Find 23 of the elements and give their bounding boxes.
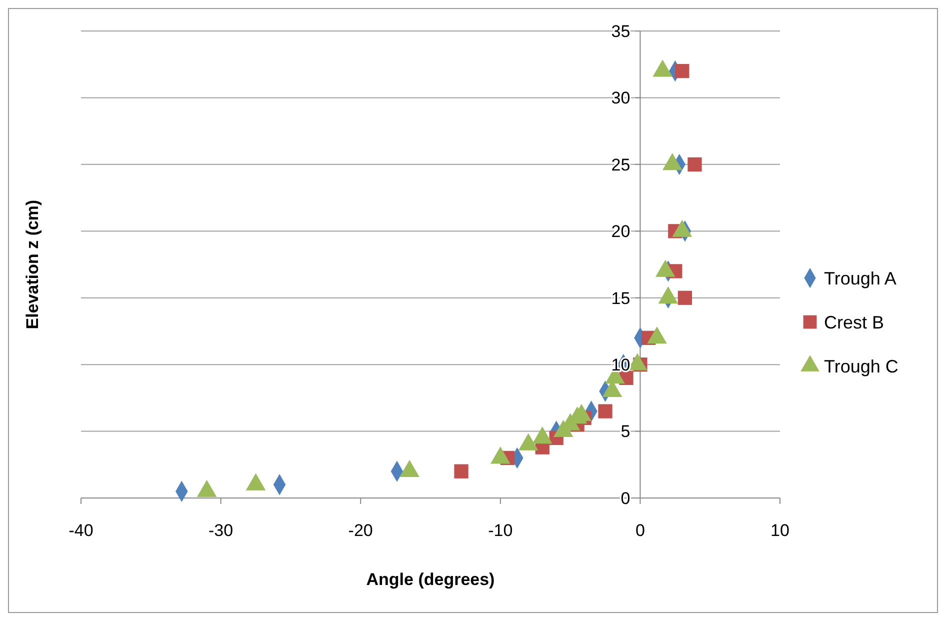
y-tick-label: 35: [611, 22, 630, 41]
point: [598, 404, 612, 418]
legend-label: Trough A: [824, 268, 896, 288]
x-tick-label: 10: [770, 521, 790, 540]
legend-label: Trough C: [824, 356, 898, 376]
legend-label: Crest B: [824, 312, 884, 332]
y-tick-label: 0: [620, 488, 630, 508]
x-tick-label: -40: [68, 521, 94, 540]
y-tick-label: 15: [611, 288, 630, 308]
y-tick-label: 5: [620, 422, 630, 442]
x-tick-label: -20: [348, 521, 373, 540]
y-axis-title: Elevation z (cm): [23, 200, 42, 330]
x-tick-label: 0: [635, 521, 645, 540]
point: [678, 290, 692, 305]
y-tick-label: 20: [611, 222, 630, 242]
point: [688, 157, 702, 172]
x-tick-label: -30: [208, 521, 234, 540]
y-tick-label: 30: [611, 88, 630, 108]
point: [454, 464, 468, 478]
point: [675, 64, 690, 78]
x-tick-label: -10: [488, 521, 513, 540]
y-tick-label: 25: [611, 155, 630, 174]
x-axis-title: Angle (degrees): [366, 570, 495, 589]
